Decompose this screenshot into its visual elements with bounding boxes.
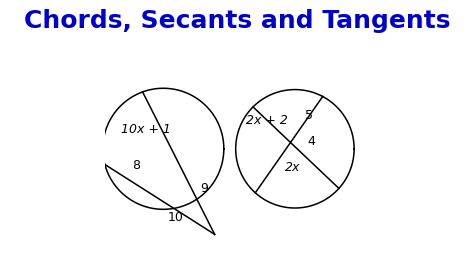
Text: Chords, Secants and Tangents: Chords, Secants and Tangents xyxy=(24,9,450,33)
Text: 10x + 1: 10x + 1 xyxy=(121,123,171,136)
Text: 2x: 2x xyxy=(284,161,300,174)
Text: 2x + 2: 2x + 2 xyxy=(246,114,288,127)
Text: 5: 5 xyxy=(305,109,313,122)
Text: 10: 10 xyxy=(167,211,183,224)
Text: 9: 9 xyxy=(200,182,208,195)
Text: 8: 8 xyxy=(132,159,140,172)
Text: 4: 4 xyxy=(307,135,315,148)
